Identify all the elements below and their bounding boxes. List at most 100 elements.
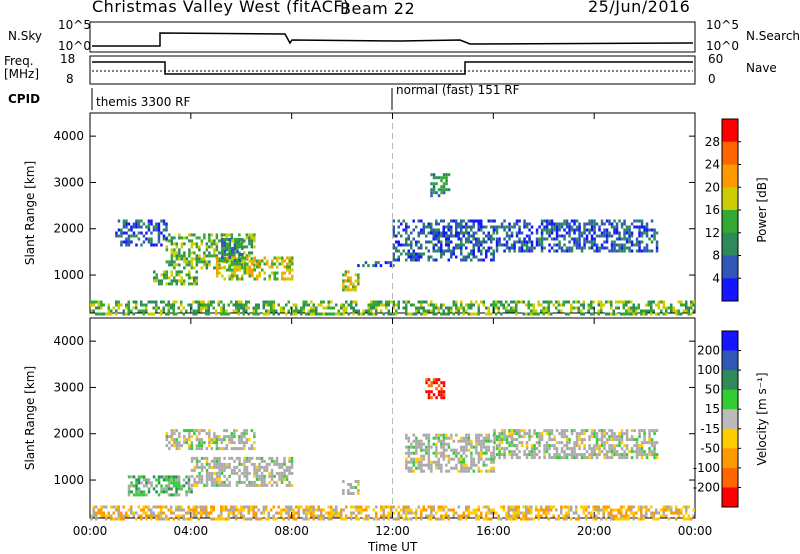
data-cell	[575, 438, 579, 442]
data-cell	[187, 303, 190, 307]
data-cell	[187, 505, 190, 509]
data-cell	[375, 309, 378, 313]
data-cell	[222, 306, 225, 310]
data-cell	[645, 453, 649, 457]
data-cell	[670, 511, 673, 515]
data-cell	[258, 483, 261, 487]
data-cell	[675, 508, 678, 512]
data-cell	[660, 514, 663, 518]
data-cell	[235, 505, 238, 509]
data-cell	[613, 240, 616, 244]
data-cell	[223, 256, 226, 260]
data-cell	[135, 225, 138, 229]
data-cell	[687, 517, 690, 521]
data-cell	[625, 453, 629, 457]
data-cell	[382, 517, 385, 521]
data-cell	[587, 306, 590, 310]
data-cell	[655, 429, 659, 433]
data-cell	[200, 239, 204, 243]
data-cell	[532, 312, 535, 316]
data-cell	[603, 453, 606, 457]
data-cell	[160, 282, 163, 286]
data-cell	[175, 282, 178, 286]
data-cell	[547, 306, 550, 310]
data-cell	[515, 312, 518, 316]
data-cell	[580, 453, 584, 457]
data-cell	[175, 270, 178, 274]
data-cell	[447, 228, 450, 232]
data-cell	[190, 468, 194, 472]
data-cell	[367, 505, 370, 509]
data-cell	[173, 429, 176, 433]
data-cell	[195, 279, 198, 283]
data-cell	[687, 312, 690, 316]
data-cell	[240, 462, 244, 466]
data-cell	[558, 441, 561, 445]
data-cell	[183, 260, 186, 264]
data-cell	[487, 469, 491, 473]
data-cell	[545, 441, 549, 445]
data-cell	[553, 243, 556, 247]
data-cell	[392, 228, 395, 232]
data-cell	[168, 447, 171, 451]
data-cell	[645, 249, 649, 253]
data-cell	[572, 306, 575, 310]
data-cell	[498, 450, 501, 454]
data-cell	[445, 511, 448, 515]
data-cell	[467, 234, 470, 238]
data-cell	[173, 266, 176, 270]
data-cell	[510, 309, 513, 313]
data-cell	[410, 469, 413, 473]
data-cell	[165, 303, 168, 307]
data-cell	[638, 450, 641, 454]
data-cell	[142, 240, 146, 244]
data-cell	[137, 231, 141, 235]
data-cell	[472, 252, 475, 256]
data-cell	[354, 279, 358, 283]
data-cell	[213, 462, 216, 466]
data-cell	[238, 462, 241, 466]
data-cell	[125, 231, 128, 235]
data-cell	[192, 505, 195, 509]
data-cell	[528, 450, 531, 454]
data-cell	[240, 480, 244, 484]
data-cell	[457, 460, 461, 464]
data-cell	[447, 258, 450, 262]
data-cell	[231, 271, 234, 275]
colorbar-tick-label: 100	[697, 363, 720, 377]
data-cell	[210, 483, 214, 487]
data-cell	[477, 517, 480, 521]
data-cell	[437, 466, 441, 470]
data-cell	[250, 508, 253, 512]
data-cell	[160, 312, 163, 316]
data-cell	[247, 517, 250, 521]
data-cell	[462, 514, 465, 518]
data-cell	[340, 508, 343, 512]
data-cell	[231, 274, 234, 278]
data-cell	[592, 312, 595, 316]
data-cell	[178, 236, 181, 240]
data-cell	[92, 303, 95, 307]
data-cell	[455, 454, 458, 458]
data-cell	[450, 508, 453, 512]
data-cell	[160, 231, 163, 235]
data-cell	[535, 435, 539, 439]
data-cell	[237, 312, 240, 316]
data-cell	[237, 306, 240, 310]
data-cell	[220, 462, 224, 466]
data-cell	[597, 303, 600, 307]
data-cell	[281, 262, 284, 266]
data-cell	[640, 429, 644, 433]
data-cell	[130, 309, 133, 313]
data-cell	[460, 454, 463, 458]
data-cell	[613, 231, 616, 235]
data-cell	[685, 508, 688, 512]
data-cell	[352, 300, 355, 304]
data-cell	[350, 514, 353, 518]
data-cell	[553, 228, 556, 232]
data-cell	[193, 257, 196, 261]
data-cell	[170, 242, 174, 246]
data-cell	[570, 237, 574, 241]
data-cell	[271, 271, 274, 275]
data-cell	[150, 484, 153, 488]
